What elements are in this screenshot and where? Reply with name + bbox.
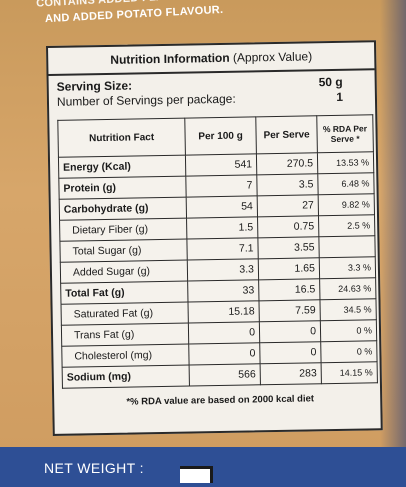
row-per-serve: 0.75 (257, 215, 319, 238)
row-per-serve: 7.59 (258, 299, 321, 322)
panel-title-sub: (Approx Value) (232, 49, 313, 65)
panel-title: Nutrition Information (Approx Value) (48, 42, 375, 76)
net-weight-box (180, 466, 213, 483)
row-per-serve: 16.5 (258, 278, 320, 301)
net-weight-label: NET WEIGHT : (44, 460, 144, 476)
header-per-100g: Per 100 g (184, 116, 257, 156)
row-label: Trans Fat (g) (61, 323, 189, 347)
row-per-100g: 0 (188, 321, 260, 345)
header-rda: % RDA Per Serve * (316, 114, 374, 153)
row-per-serve: 0 (259, 341, 322, 364)
row-per-100g: 0 (188, 342, 261, 366)
row-rda: 2.5 % (318, 214, 375, 237)
row-label: Total Sugar (g) (59, 239, 188, 263)
row-per-serve: 3.55 (257, 236, 320, 259)
row-rda: 6.48 % (317, 172, 375, 195)
row-per-serve: 1.65 (258, 257, 320, 280)
row-per-serve: 27 (257, 194, 319, 217)
row-label: Added Sugar (g) (60, 260, 188, 284)
row-per-100g: 1.5 (186, 216, 258, 240)
row-rda: 0 % (320, 340, 378, 363)
servings-value: 1 (336, 89, 344, 104)
header-per-serve: Per Serve (255, 115, 318, 154)
row-label: Carbohydrate (g) (59, 197, 187, 221)
table-header-row: Nutrition Fact Per 100 g Per Serve % RDA… (57, 114, 374, 158)
row-rda: 24.63 % (319, 277, 376, 300)
nutrition-table: Nutrition Fact Per 100 g Per Serve % RDA… (57, 114, 378, 389)
row-label: Sodium (mg) (62, 365, 190, 389)
row-per-100g: 566 (189, 363, 261, 387)
row-label: Total Fat (g) (60, 281, 188, 305)
servings-label: Number of Servings per package: (56, 91, 236, 109)
header-nutrition-fact: Nutrition Fact (57, 118, 186, 158)
row-per-serve: 3.5 (256, 173, 319, 196)
row-per-100g: 33 (187, 279, 259, 303)
package-top-text: CONTAINS ADDED FLAVOUR AND ADDED POTATO … (36, 0, 350, 40)
row-per-100g: 541 (185, 153, 257, 177)
row-rda (318, 235, 376, 258)
row-rda: 34.5 % (319, 298, 377, 321)
row-per-100g: 7 (185, 174, 258, 198)
row-label: Protein (g) (58, 176, 187, 200)
serving-size-value: 50 g (318, 74, 343, 90)
row-per-100g: 54 (186, 195, 258, 219)
row-rda: 9.82 % (318, 193, 375, 216)
row-label: Energy (Kcal) (58, 155, 186, 179)
row-per-serve: 270.5 (256, 152, 318, 175)
row-label: Dietary Fiber (g) (59, 218, 187, 242)
table-row: Sodium (mg) 566 283 14.15 % (62, 361, 378, 389)
row-label: Saturated Fat (g) (61, 302, 189, 326)
row-label: Cholesterol (mg) (61, 344, 190, 368)
row-rda: 0 % (320, 319, 377, 342)
rda-note: *% RDA value are based on 2000 kcal diet (126, 393, 315, 408)
panel-title-main: Nutrition Information (110, 50, 230, 67)
serving-size-label: Serving Size: (56, 78, 133, 94)
row-rda: 3.3 % (319, 256, 376, 279)
row-per-100g: 3.3 (187, 258, 259, 282)
serving-info: Serving Size: 50 g Number of Servings pe… (57, 74, 367, 109)
row-rda: 14.15 % (321, 361, 378, 384)
nutrition-panel: Nutrition Information (Approx Value) Ser… (46, 40, 383, 436)
row-rda: 13.53 % (317, 151, 374, 174)
row-per-100g: 7.1 (186, 237, 259, 261)
row-per-serve: 0 (259, 320, 321, 343)
package-edge (380, 0, 406, 480)
row-per-serve: 283 (260, 362, 322, 385)
row-per-100g: 15.18 (187, 300, 260, 324)
